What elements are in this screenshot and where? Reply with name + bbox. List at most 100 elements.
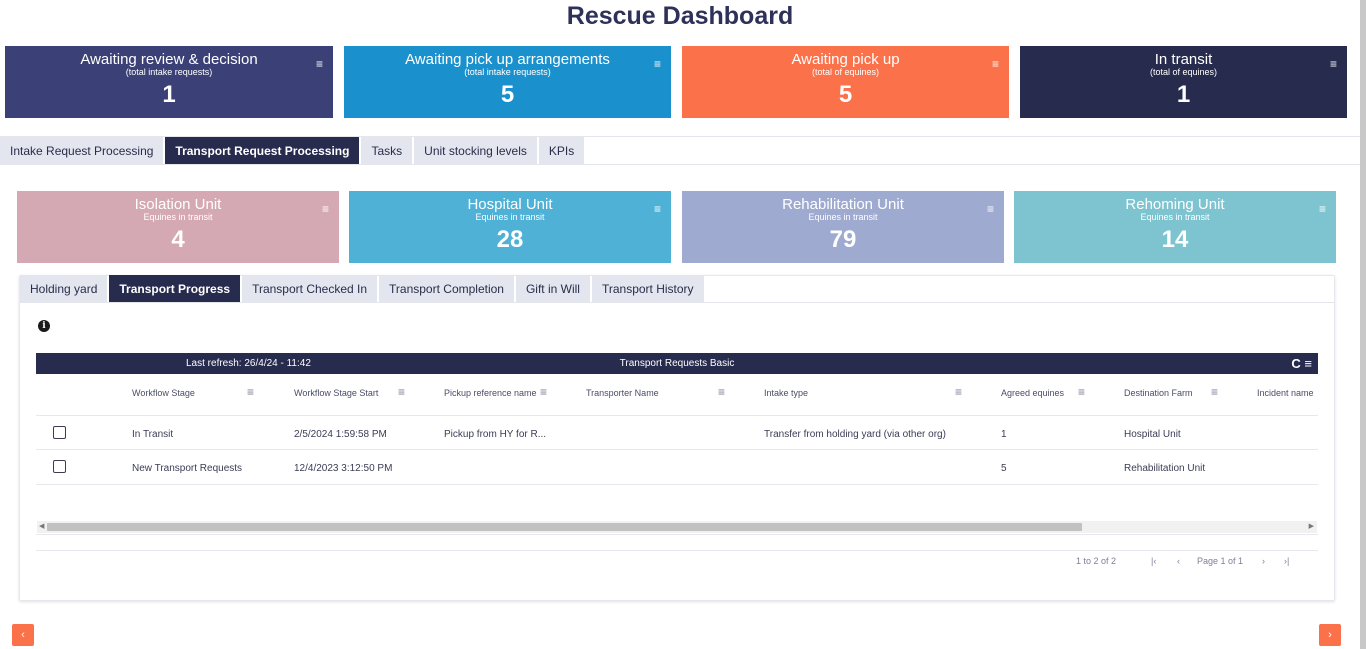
grid-title: Transport Requests Basic — [619, 358, 735, 369]
card-title: Hospital Unit — [467, 196, 553, 213]
card-value: 4 — [171, 226, 185, 253]
card-awaiting-pickup: Awaiting pick up (total of equines) 5 ≡ — [682, 46, 1009, 118]
grid-footer-border — [36, 550, 1318, 551]
tab-gift-in-will[interactable]: Gift in Will — [515, 275, 590, 303]
card-title: In transit — [1154, 51, 1213, 68]
tab-bar-bottom-border — [0, 164, 1360, 165]
tab-kpis[interactable]: KPIs — [538, 137, 585, 165]
cell-destination-farm: Rehabilitation Unit — [1124, 463, 1206, 474]
page-scrollbar[interactable] — [1360, 0, 1366, 649]
refresh-icon[interactable]: C — [1291, 356, 1301, 371]
cell-intake-type: Transfer from holding yard (via other or… — [764, 429, 946, 440]
hamburger-menu-icon[interactable]: ≡ — [321, 202, 329, 216]
hamburger-menu-icon[interactable]: ≡ — [991, 57, 999, 71]
row-divider — [36, 449, 1318, 450]
info-icon[interactable]: i — [38, 320, 50, 332]
previous-page-icon[interactable]: ‹ — [1177, 556, 1180, 566]
previous-button[interactable]: ‹ — [12, 624, 34, 646]
column-header-intake-type[interactable]: Intake type — [764, 388, 809, 398]
card-value: 1 — [162, 81, 176, 108]
cell-workflow-stage-start: 2/5/2024 1:59:58 PM — [294, 429, 387, 440]
last-page-icon[interactable]: ›| — [1284, 556, 1290, 566]
column-menu-icon[interactable]: ≡ — [718, 385, 726, 399]
card-rehoming-unit: Rehoming Unit Equines in transit 14 ≡ — [1014, 191, 1336, 263]
card-title: Isolation Unit — [134, 196, 222, 213]
grid-header: Transport Requests Basic Last refresh: 2… — [36, 353, 1318, 374]
next-page-icon[interactable]: › — [1262, 556, 1265, 566]
tab-transport-request-processing[interactable]: Transport Request Processing — [165, 137, 360, 165]
column-menu-icon[interactable]: ≡ — [955, 385, 963, 399]
tab-holding-yard[interactable]: Holding yard — [20, 275, 108, 303]
card-subtitle: Equines in transit — [808, 212, 878, 222]
transport-panel — [19, 275, 1335, 601]
first-page-icon[interactable]: |‹ — [1151, 556, 1157, 566]
card-rehabilitation-unit: Rehabilitation Unit Equines in transit 7… — [682, 191, 1004, 263]
row-divider — [36, 415, 1318, 416]
card-title: Rehabilitation Unit — [782, 196, 904, 213]
hamburger-menu-icon[interactable]: ≡ — [653, 57, 661, 71]
grid-controls: C ≡ — [1291, 353, 1312, 374]
scrollbar-thumb[interactable] — [47, 523, 1082, 531]
scroll-right-arrow-icon[interactable]: ▶ — [1308, 523, 1314, 530]
column-header-destination-farm[interactable]: Destination Farm — [1124, 388, 1193, 398]
scroll-left-arrow-icon[interactable]: ◀ — [39, 523, 45, 530]
column-menu-icon[interactable]: ≡ — [1078, 385, 1086, 399]
column-menu-icon[interactable]: ≡ — [1211, 385, 1219, 399]
column-menu-icon[interactable]: ≡ — [540, 385, 548, 399]
cell-workflow-stage-start: 12/4/2023 3:12:50 PM — [294, 463, 393, 474]
column-header-workflow-stage[interactable]: Workflow Stage — [132, 388, 195, 398]
tab-tasks[interactable]: Tasks — [361, 137, 413, 165]
tab-bar-top-border — [0, 136, 1360, 137]
card-value: 5 — [500, 81, 515, 108]
pager-page-label: Page 1 of 1 — [1197, 556, 1244, 566]
card-awaiting-review: Awaiting review & decision (total intake… — [5, 46, 333, 118]
card-subtitle: Equines in transit — [1140, 212, 1210, 222]
sub-tabs: Holding yard Transport Progress Transpor… — [20, 275, 706, 303]
tab-transport-progress[interactable]: Transport Progress — [109, 275, 241, 303]
hamburger-menu-icon[interactable]: ≡ — [315, 57, 323, 71]
column-header-agreed-equines[interactable]: Agreed equines — [1001, 388, 1065, 398]
card-value: 28 — [496, 226, 524, 253]
card-subtitle: Equines in transit — [475, 212, 545, 222]
card-value: 5 — [838, 81, 853, 108]
column-header-workflow-stage-start[interactable]: Workflow Stage Start — [294, 388, 379, 398]
grid-footer-border — [36, 534, 1318, 535]
hamburger-menu-icon[interactable]: ≡ — [1304, 356, 1312, 371]
card-subtitle: Equines in transit — [143, 212, 213, 222]
card-title: Rehoming Unit — [1125, 196, 1225, 213]
cell-workflow-stage: In Transit — [132, 429, 174, 440]
main-tabs: Intake Request Processing Transport Requ… — [0, 137, 586, 165]
card-value: 1 — [1176, 81, 1191, 108]
row-checkbox[interactable] — [53, 460, 66, 473]
card-awaiting-pickup-arrangements: Awaiting pick up arrangements (total int… — [344, 46, 671, 118]
tab-transport-history[interactable]: Transport History — [591, 275, 704, 303]
card-in-transit: In transit (total of equines) 1 ≡ — [1020, 46, 1347, 118]
next-button[interactable]: › — [1319, 624, 1341, 646]
hamburger-menu-icon[interactable]: ≡ — [986, 202, 994, 216]
tab-intake-request-processing[interactable]: Intake Request Processing — [0, 137, 164, 165]
row-checkbox[interactable] — [53, 426, 66, 439]
column-header-incident-name[interactable]: Incident name — [1257, 388, 1314, 398]
hamburger-menu-icon[interactable]: ≡ — [1329, 57, 1337, 71]
hamburger-menu-icon[interactable]: ≡ — [653, 202, 661, 216]
column-header-transporter-name[interactable]: Transporter Name — [586, 388, 659, 398]
cell-pickup-reference-name: Pickup from HY for R... — [444, 429, 547, 440]
cell-agreed-equines: 1 — [1001, 429, 1007, 440]
card-hospital-unit: Hospital Unit Equines in transit 28 ≡ — [349, 191, 671, 263]
cell-agreed-equines: 5 — [1001, 463, 1007, 474]
card-subtitle: (total of equines) — [1149, 67, 1218, 77]
card-value: 14 — [1161, 226, 1189, 253]
column-header-pickup-reference-name[interactable]: Pickup reference name — [444, 388, 537, 398]
tab-transport-checked-in[interactable]: Transport Checked In — [242, 275, 378, 303]
card-value: 79 — [829, 226, 857, 253]
card-title: Awaiting pick up arrangements — [405, 51, 610, 68]
tab-transport-completion[interactable]: Transport Completion — [379, 275, 514, 303]
column-menu-icon[interactable]: ≡ — [247, 385, 255, 399]
tab-unit-stocking-levels[interactable]: Unit stocking levels — [414, 137, 537, 165]
horizontal-scrollbar[interactable]: ◀ ▶ — [37, 521, 1317, 533]
hamburger-menu-icon[interactable]: ≡ — [1318, 202, 1326, 216]
card-title: Awaiting pick up — [791, 51, 900, 68]
card-subtitle: (total intake requests) — [125, 67, 213, 77]
column-menu-icon[interactable]: ≡ — [398, 385, 406, 399]
pager-row-count: 1 to 2 of 2 — [1076, 556, 1117, 566]
